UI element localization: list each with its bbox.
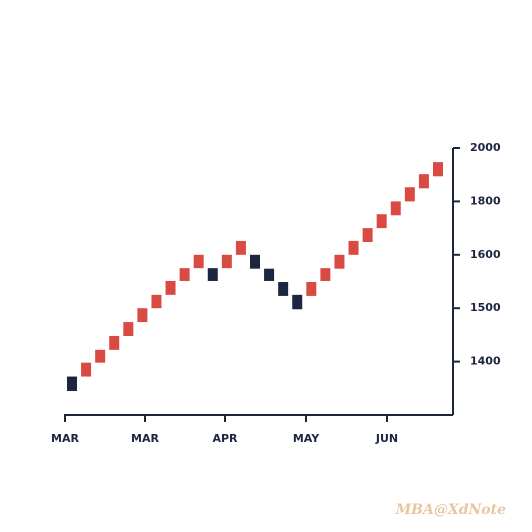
brick <box>376 214 387 229</box>
brick <box>207 268 218 281</box>
brick <box>193 254 204 269</box>
x-tick-label: APR <box>212 432 238 445</box>
y-tick-label: 1500 <box>470 301 501 314</box>
brick <box>151 294 162 309</box>
x-tick-label: MAY <box>293 432 320 445</box>
brick <box>250 254 260 269</box>
brick <box>137 308 148 323</box>
brick <box>109 335 120 350</box>
brick <box>306 282 317 296</box>
y-tick-label: 1800 <box>470 194 501 207</box>
brick <box>334 254 345 269</box>
watermark: MBA@XdNote <box>395 502 506 518</box>
brick <box>81 362 92 377</box>
brick <box>278 282 289 296</box>
brick <box>67 376 77 391</box>
y-tick-label: 2000 <box>470 141 501 154</box>
brick <box>362 228 373 242</box>
y-tick-label: 1400 <box>470 355 501 368</box>
brick <box>433 162 443 177</box>
brick <box>179 268 190 281</box>
brick <box>165 280 176 295</box>
y-tick-label: 1600 <box>470 248 501 261</box>
brick <box>235 240 246 255</box>
brick <box>320 268 331 281</box>
brick <box>348 240 359 255</box>
brick <box>221 254 232 269</box>
brick <box>264 268 275 281</box>
brick <box>292 294 303 310</box>
x-tick-label: JUN <box>375 432 398 445</box>
brick <box>390 201 401 216</box>
brick <box>123 322 134 336</box>
x-tick-label: MAR <box>131 432 159 445</box>
brick <box>404 187 415 202</box>
x-tick-label: MAR <box>51 432 79 445</box>
brick <box>95 349 106 363</box>
brick <box>418 174 429 189</box>
